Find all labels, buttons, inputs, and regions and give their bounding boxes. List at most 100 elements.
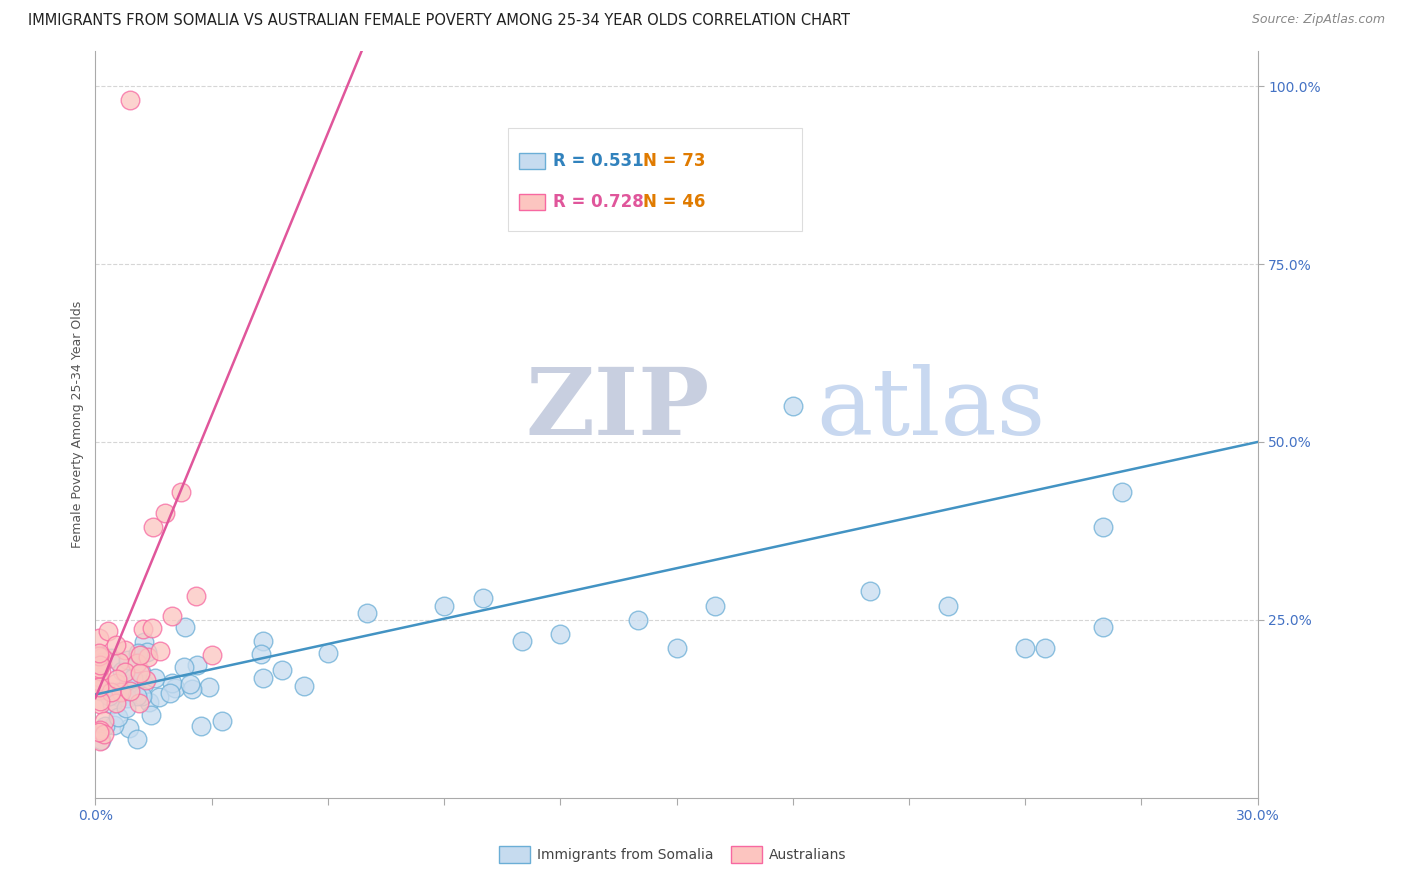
Point xyxy=(627,613,650,627)
Point xyxy=(510,634,533,648)
Point xyxy=(114,700,136,714)
Point xyxy=(184,590,207,604)
Point xyxy=(105,685,128,699)
Point xyxy=(128,648,150,662)
Point xyxy=(1091,520,1114,534)
Point xyxy=(249,647,271,661)
Point xyxy=(316,646,339,660)
Point xyxy=(89,674,111,689)
Point xyxy=(89,648,111,662)
Point xyxy=(93,714,115,728)
Point xyxy=(179,677,201,691)
Point xyxy=(131,689,153,703)
Point xyxy=(89,660,111,674)
Text: Australians: Australians xyxy=(769,847,846,862)
Point xyxy=(89,724,111,739)
Point xyxy=(162,675,184,690)
Text: IMMIGRANTS FROM SOMALIA VS AUSTRALIAN FEMALE POVERTY AMONG 25-34 YEAR OLDS CORRE: IMMIGRANTS FROM SOMALIA VS AUSTRALIAN FE… xyxy=(28,13,851,29)
Point xyxy=(125,657,148,671)
Point xyxy=(107,710,129,724)
Point xyxy=(105,672,128,686)
Point xyxy=(127,689,149,703)
Point xyxy=(148,690,170,704)
Point xyxy=(139,708,162,723)
Point xyxy=(89,631,111,645)
Text: R = 0.728: R = 0.728 xyxy=(553,193,644,211)
Point xyxy=(101,698,124,712)
Point xyxy=(149,644,172,658)
Point xyxy=(433,599,456,613)
Point xyxy=(132,635,155,649)
Point xyxy=(132,677,155,691)
Point xyxy=(132,622,155,636)
Point xyxy=(114,643,136,657)
Point xyxy=(1033,641,1056,656)
Point xyxy=(162,609,184,624)
Point xyxy=(129,666,152,681)
Point xyxy=(665,641,688,656)
Point xyxy=(110,684,132,698)
Point xyxy=(89,680,111,694)
Point xyxy=(129,665,152,680)
Point xyxy=(859,584,882,599)
Point xyxy=(117,677,139,691)
Y-axis label: Female Poverty Among 25-34 Year Olds: Female Poverty Among 25-34 Year Olds xyxy=(72,301,84,548)
Point xyxy=(142,520,165,534)
Point xyxy=(91,655,114,669)
Point xyxy=(94,719,117,733)
Point xyxy=(138,695,160,709)
Point xyxy=(96,624,118,638)
Point xyxy=(118,721,141,735)
Point xyxy=(211,714,233,729)
Point xyxy=(89,646,111,660)
Point xyxy=(108,690,131,704)
Point xyxy=(252,671,274,685)
Point xyxy=(121,671,143,685)
Point xyxy=(115,690,138,705)
Text: atlas: atlas xyxy=(815,364,1045,454)
Point xyxy=(117,653,139,667)
Point xyxy=(782,400,804,414)
Point xyxy=(104,696,127,710)
Point xyxy=(190,718,212,732)
Point xyxy=(159,686,181,700)
Point xyxy=(120,94,142,108)
Point xyxy=(198,680,221,694)
Point xyxy=(91,650,114,665)
Point xyxy=(89,658,111,673)
Point xyxy=(90,684,112,698)
Point xyxy=(124,674,146,689)
Text: ZIP: ZIP xyxy=(526,364,710,454)
Point xyxy=(89,694,111,708)
Point xyxy=(127,646,149,660)
Point xyxy=(471,591,494,606)
Point xyxy=(271,663,294,677)
Point xyxy=(163,681,186,696)
Text: R = 0.531: R = 0.531 xyxy=(553,152,644,169)
Point xyxy=(89,733,111,747)
Point xyxy=(1014,641,1036,656)
Point xyxy=(153,506,176,520)
Point xyxy=(356,606,378,620)
Point xyxy=(294,679,316,693)
Text: N = 46: N = 46 xyxy=(643,193,706,211)
Point xyxy=(181,682,204,697)
Point xyxy=(100,684,122,698)
Point xyxy=(107,655,129,669)
Text: Immigrants from Somalia: Immigrants from Somalia xyxy=(537,847,714,862)
Point xyxy=(127,731,149,746)
Point xyxy=(89,649,111,664)
Point xyxy=(93,727,115,741)
Point xyxy=(111,665,134,679)
Text: Source: ZipAtlas.com: Source: ZipAtlas.com xyxy=(1251,13,1385,27)
Point xyxy=(1091,620,1114,634)
Point xyxy=(90,732,112,747)
Point xyxy=(103,718,125,732)
Point xyxy=(89,723,111,738)
Text: N = 73: N = 73 xyxy=(643,152,706,169)
Point xyxy=(143,671,166,685)
Point xyxy=(89,678,111,692)
Point xyxy=(129,648,152,663)
Point xyxy=(128,697,150,711)
Point xyxy=(704,599,727,613)
